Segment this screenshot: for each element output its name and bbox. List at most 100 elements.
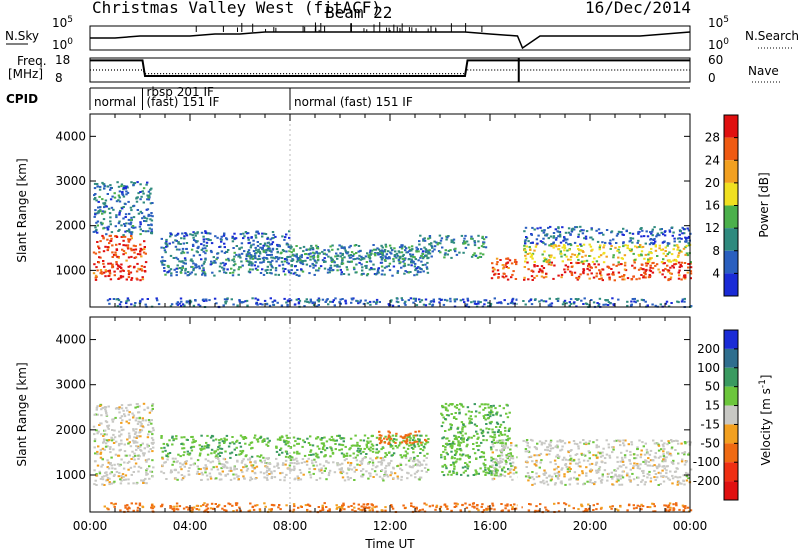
velocity-pixel	[594, 481, 597, 483]
power-pixel	[569, 270, 572, 273]
power-pixel	[687, 236, 690, 239]
velocity-pixel	[555, 475, 558, 478]
power-pixel	[145, 183, 148, 186]
power-pixel	[380, 258, 384, 261]
power-pixel	[632, 252, 635, 255]
power-pixel	[569, 258, 572, 261]
velocity-pixel	[482, 415, 485, 418]
power-pixel	[313, 301, 316, 304]
velocity-pixel	[106, 425, 109, 427]
power-pixel	[220, 235, 223, 238]
velocity-pixel	[654, 479, 657, 481]
velocity-pixel	[618, 474, 621, 477]
power-pixel	[241, 264, 244, 267]
velocity-pixel	[296, 475, 299, 478]
velocity-pixel	[659, 483, 662, 485]
velocity-pixel	[507, 472, 510, 475]
velocity-pixel	[103, 484, 106, 486]
power-pixel	[672, 231, 675, 234]
power-pixel	[591, 238, 595, 241]
velocity-pixel	[612, 475, 615, 478]
power-pixel	[400, 266, 403, 269]
power-pixel	[633, 258, 637, 261]
power-pixel	[121, 191, 124, 193]
power-pixel	[266, 268, 269, 271]
velocity-pixel	[218, 451, 222, 454]
power-pixel	[143, 220, 146, 222]
power-pixel	[505, 257, 508, 260]
power-pixel	[662, 233, 665, 236]
power-pixel	[94, 276, 97, 279]
velocity-pixel	[625, 449, 629, 452]
power-pixel	[145, 220, 148, 223]
power-pixel	[523, 266, 526, 268]
power-pixel	[233, 255, 236, 258]
power-pixel	[585, 303, 589, 306]
velocity-pixel	[491, 436, 494, 438]
power-pixel	[355, 263, 358, 266]
power-pixel	[403, 302, 406, 305]
power-pixel	[673, 237, 676, 240]
power-pixel	[136, 209, 139, 211]
power-pixel	[502, 267, 505, 270]
power-pixel	[270, 265, 273, 268]
power-pixel	[431, 250, 434, 253]
power-pixel	[376, 247, 379, 250]
velocity-pixel	[320, 451, 323, 454]
velocity-pixel	[665, 504, 668, 507]
velocity-pixel	[114, 467, 117, 470]
velocity-pixel	[644, 481, 647, 484]
velocity-pixel	[296, 442, 299, 445]
velocity-pixel	[639, 463, 642, 466]
velocity-pixel	[380, 461, 384, 464]
power-pixel	[344, 249, 347, 252]
power-pixel	[184, 259, 187, 262]
velocity-pixel	[450, 450, 453, 453]
power-pixel	[590, 266, 593, 269]
power-pixel	[139, 300, 142, 303]
power-pixel	[552, 246, 555, 249]
velocity-pixel	[129, 403, 132, 406]
power-pixel	[309, 247, 312, 250]
velocity-pixel	[416, 464, 419, 467]
power-pixel	[567, 231, 571, 234]
power-pixel	[325, 299, 328, 302]
power-pixel	[543, 250, 546, 253]
velocity-pixel	[112, 475, 116, 477]
power-pixel	[588, 264, 591, 267]
velocity-pixel	[507, 468, 510, 471]
velocity-pixel	[451, 446, 454, 448]
power-pixel	[439, 251, 442, 254]
velocity-pixel	[491, 443, 494, 445]
power-pixel	[478, 255, 481, 258]
power-pixel	[587, 263, 591, 266]
power-pixel	[400, 251, 404, 254]
velocity-pixel	[150, 470, 154, 473]
power-pixel	[204, 230, 207, 233]
velocity-pixel	[501, 444, 504, 447]
velocity-pixel	[353, 466, 356, 469]
velocity-pixel	[400, 441, 404, 444]
velocity-pixel	[637, 476, 640, 479]
power-pixel	[569, 233, 572, 236]
velocity-pixel	[538, 466, 541, 469]
velocity-pixel	[484, 458, 487, 461]
power-pixel	[192, 254, 196, 257]
power-pixel	[288, 230, 291, 233]
power-pixel	[491, 270, 495, 273]
power-pixel	[186, 274, 189, 277]
power-pixel	[250, 264, 253, 267]
velocity-pixel	[657, 471, 660, 474]
power-pixel	[620, 257, 623, 260]
power-pixel	[575, 276, 578, 279]
velocity-pixel	[201, 473, 204, 476]
velocity-pixel	[308, 471, 311, 474]
power-pixel	[683, 277, 687, 280]
power-pixel	[204, 258, 207, 261]
power-pixel	[642, 275, 646, 278]
velocity-pixel	[461, 438, 464, 441]
power-pixel	[279, 252, 282, 255]
velocity-pixel	[462, 471, 466, 474]
velocity-pixel	[127, 413, 130, 416]
power-pixel	[586, 273, 590, 276]
